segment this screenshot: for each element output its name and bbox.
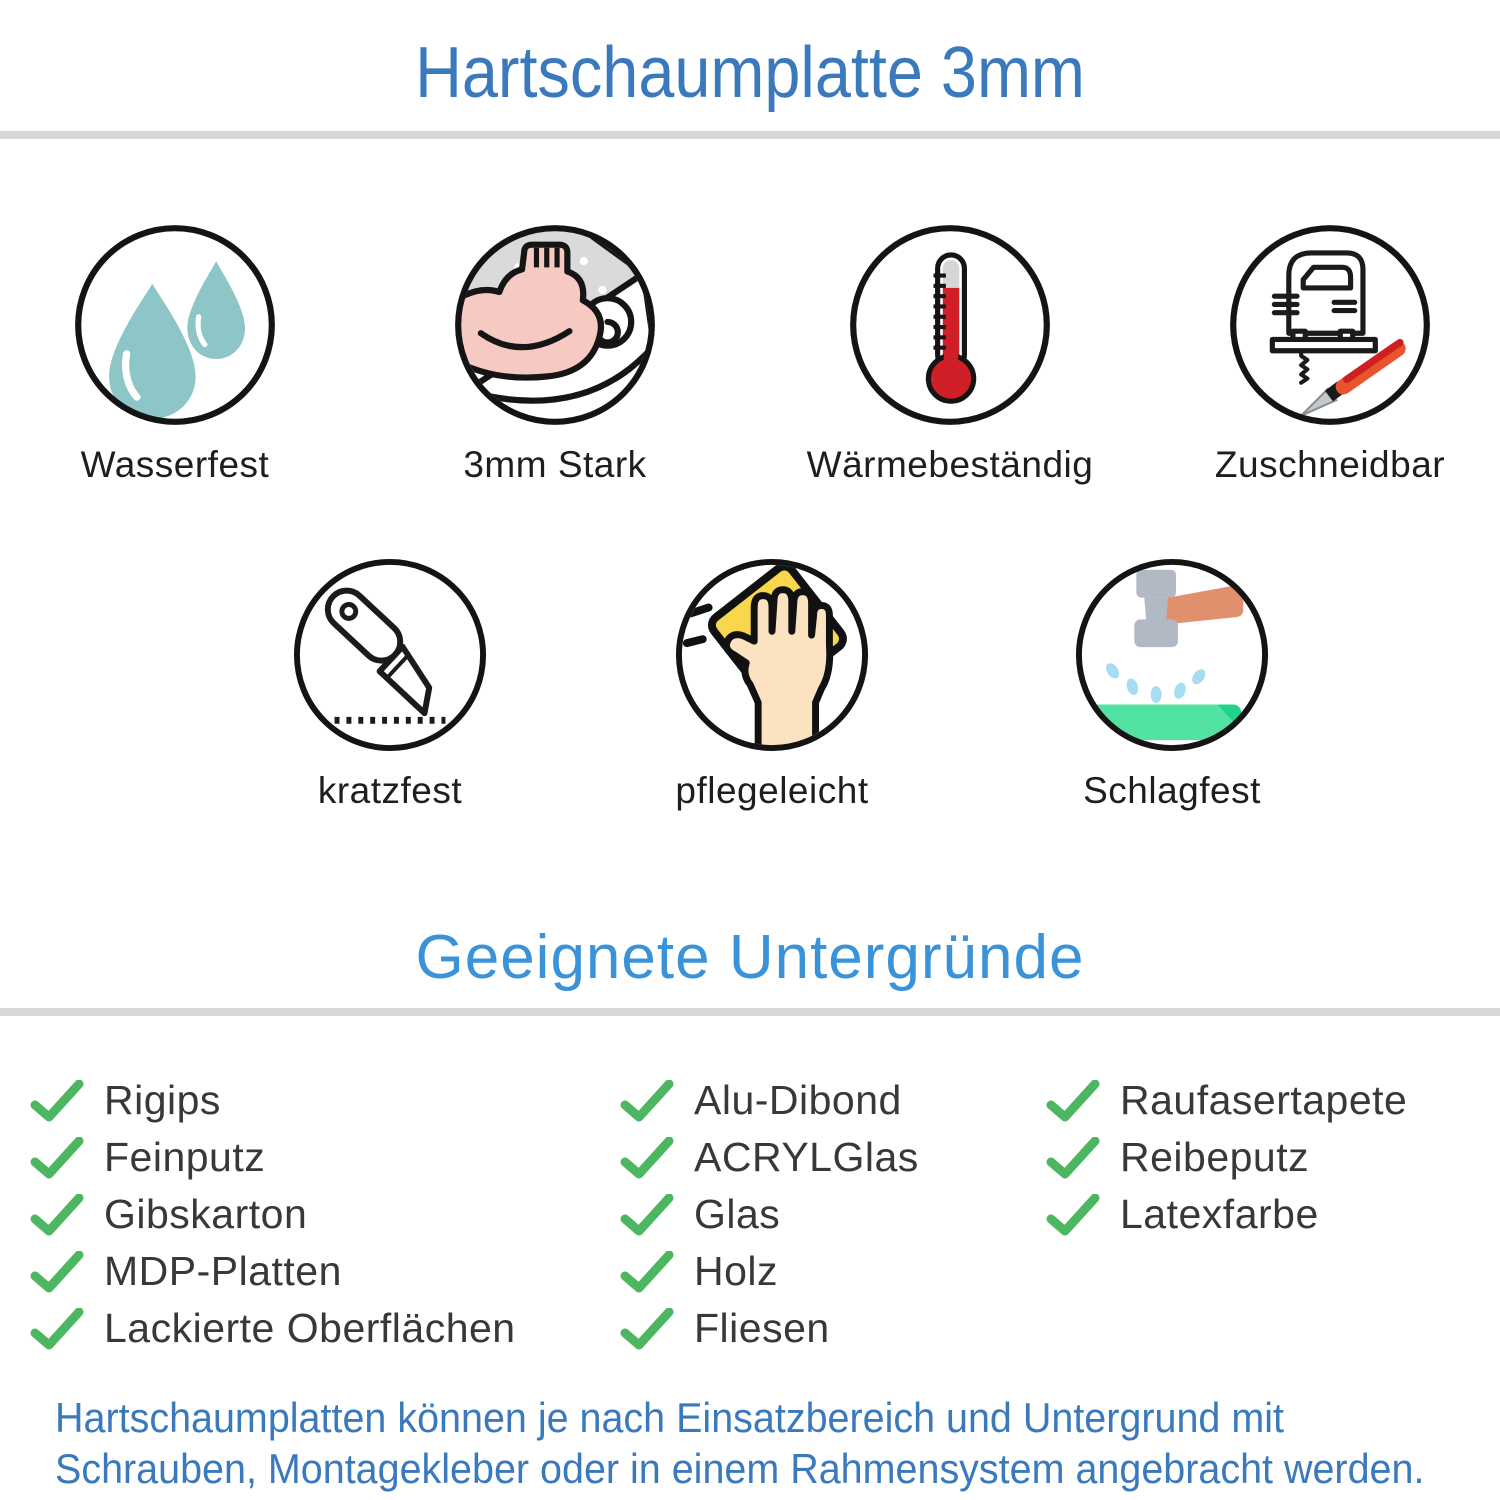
substrate-column-2: Alu-Dibond ACRYLGlas Glas Holz Fliesen [620,1072,919,1357]
list-item: Holz [620,1243,919,1300]
feature-label: 3mm Stark [463,444,647,485]
substrate-column-1: Rigips Feinputz Gibskarton MDP-Platten L… [30,1072,516,1357]
footer-line-1: Hartschaumplatten können je nach Einsatz… [55,1394,1284,1441]
substrate-label: Feinputz [104,1134,266,1180]
footer-note: Hartschaumplatten können je nach Einsatz… [55,1392,1424,1494]
feature-label: Wasserfest [80,444,270,485]
list-item: Rigips [30,1072,516,1129]
cleaning-cloth-hand-icon [675,558,869,752]
list-item: Glas [620,1186,919,1243]
list-item: Feinputz [30,1129,516,1186]
utility-knife-icon [293,558,487,752]
list-item: MDP-Platten [30,1243,516,1300]
substrate-label: Reibeputz [1120,1134,1310,1180]
feature-label: pflegeleicht [675,770,869,811]
substrate-label: Raufasertapete [1120,1077,1408,1123]
feature-label: Zuschneidbar [1214,444,1446,485]
checkmark-icon [620,1307,674,1349]
substrate-label: Holz [694,1248,779,1294]
list-item: Raufasertapete [1046,1072,1407,1129]
substrate-label: Glas [694,1191,781,1237]
list-item: Gibskarton [30,1186,516,1243]
list-item: Fliesen [620,1300,919,1357]
checkmark-icon [1046,1136,1100,1178]
thermometer-icon [850,225,1050,425]
substrate-label: Alu-Dibond [694,1077,902,1123]
checkmark-icon [620,1250,674,1292]
substrate-label: Latexfarbe [1120,1191,1319,1237]
substrate-label: ACRYLGlas [694,1134,919,1180]
page-title: Hartschaumplatte 3mm [415,33,1085,113]
feature-impact-resistant: Schlagfest [982,556,1362,812]
checkmark-icon [620,1136,674,1178]
feature-label: kratzfest [317,770,463,811]
checkmark-icon [30,1250,84,1292]
substrate-label: Fliesen [694,1305,830,1351]
feature-label: Schlagfest [1083,770,1261,811]
feature-easy-care: pflegeleicht [582,556,962,812]
feature-strength: 3mm Stark [365,222,745,486]
checkmark-icon [620,1193,674,1235]
checkmark-icon [30,1307,84,1349]
list-item: Lackierte Oberflächen [30,1300,516,1357]
feature-heat-resistant: Wärmebeständig [760,222,1140,486]
substrate-label: Gibskarton [104,1191,308,1237]
checkmark-icon [620,1079,674,1121]
checkmark-icon [1046,1079,1100,1121]
substrate-column-3: Raufasertapete Reibeputz Latexfarbe [1046,1072,1407,1243]
checkmark-icon [30,1193,84,1235]
footer-line-2: Schrauben, Montagekleber oder in einem R… [55,1445,1425,1492]
checkmark-icon [30,1136,84,1178]
divider-top [0,131,1500,139]
checkmark-icon [1046,1193,1100,1235]
water-drops-icon [75,225,275,425]
jigsaw-knife-icon [1230,225,1430,425]
substrate-label: MDP-Platten [104,1248,342,1294]
substrate-label: Rigips [104,1077,221,1123]
list-item: Reibeputz [1046,1129,1407,1186]
list-item: Alu-Dibond [620,1072,919,1129]
list-item: ACRYLGlas [620,1129,919,1186]
feature-scratch-resistant: kratzfest [200,556,580,812]
hammer-impact-icon [1075,558,1269,752]
substrate-label: Lackierte Oberflächen [104,1305,516,1351]
list-item: Latexfarbe [1046,1186,1407,1243]
feature-waterproof: Wasserfest [0,222,365,486]
feature-label: Wärmebeständig [806,444,1094,485]
section-title-substrates: Geeignete Untergründe [415,923,1085,992]
divider-substrates [0,1008,1500,1016]
checkmark-icon [30,1079,84,1121]
muscle-arm-icon [455,225,655,425]
feature-cuttable: Zuschneidbar [1140,222,1500,486]
